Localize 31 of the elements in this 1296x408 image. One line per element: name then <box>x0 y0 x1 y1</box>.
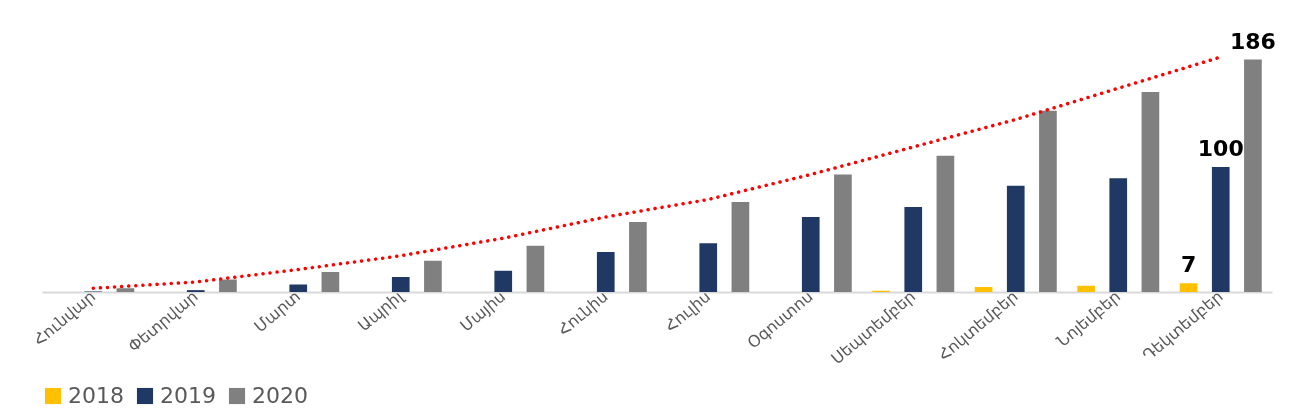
bar <box>1244 59 1262 292</box>
bar <box>321 272 340 292</box>
bar <box>1141 92 1160 292</box>
bar <box>219 279 237 292</box>
data-label: 7 <box>1180 252 1197 278</box>
bar <box>699 243 718 292</box>
bar <box>494 270 513 292</box>
legend-label: 2019 <box>160 383 216 408</box>
bar <box>629 222 647 292</box>
bar <box>1211 167 1230 292</box>
bar <box>904 207 923 292</box>
bar <box>391 277 410 292</box>
bar <box>424 260 442 292</box>
data-label: 100 <box>1197 136 1244 161</box>
bar <box>1179 283 1198 292</box>
bar <box>1006 185 1025 292</box>
bar <box>596 252 615 292</box>
bar <box>1077 285 1095 292</box>
legend-label: 2018 <box>68 383 124 408</box>
bar <box>526 245 545 292</box>
data-label: 186 <box>1229 28 1276 54</box>
bar <box>974 287 993 292</box>
bar <box>936 155 955 292</box>
bar <box>1109 178 1128 292</box>
bar <box>1039 110 1057 292</box>
bar <box>801 217 820 292</box>
bar <box>116 288 135 292</box>
bar <box>731 202 750 292</box>
bar <box>834 174 852 292</box>
bar <box>289 284 308 292</box>
legend-label: 2020 <box>252 383 308 408</box>
